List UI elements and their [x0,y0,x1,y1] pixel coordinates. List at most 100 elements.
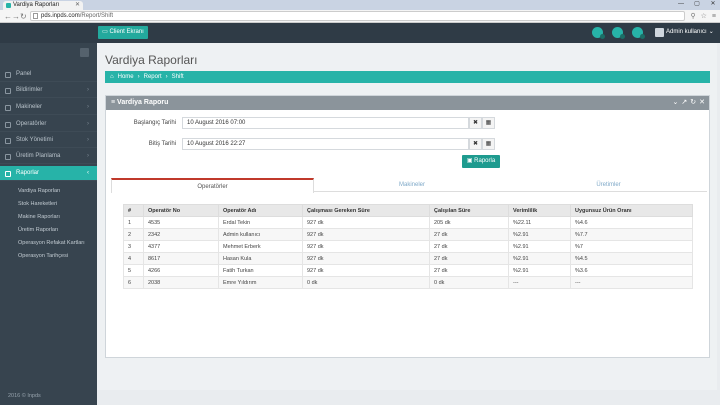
col-efficiency: Verimlilik [508,204,571,217]
cell-index: 5 [123,264,144,277]
messages-icon[interactable] [612,27,625,39]
monitor-icon: ▭ [102,29,110,35]
refresh-icon[interactable]: ↻ [690,99,697,106]
sidebar: Panel Bildirimler › Makineler › Operatörle… [0,43,97,405]
breadcrumb-report[interactable]: Report [143,74,162,80]
breadcrumb-shift: Shift [171,74,184,80]
browser-tab[interactable]: Vardiya Raporları ✕ [3,1,83,10]
address-bar: ← → ↻ pds.inpds.com/Report/Shift ⚲ ☆ ≡ [0,10,720,23]
app-topbar: ▭ Client Ekranı Admin kullanıcı ⌄ [0,23,720,43]
sidebar-item-production-planning[interactable]: Üretim Planlama › [0,149,97,164]
back-icon[interactable]: ← [4,12,12,21]
clear-icon[interactable]: ✖ [469,117,482,129]
breadcrumb-home[interactable]: Home [117,74,134,80]
sidebar-subitem-production-reports[interactable]: Üretim Raporları [18,227,59,233]
cell-worked-time: 27 dk [429,252,509,265]
cell-operator-no: 2342 [143,228,219,241]
col-operator-no: Operatör No [143,204,219,217]
table-row: 1 4535 Erdal Tekin 927 dk 205 dk %22.11 … [123,216,693,229]
table-header-row: # Operatör No Operatör Adı Çalışması Ger… [123,204,693,217]
cell-required-time: 927 dk [302,228,430,241]
start-date-input[interactable]: 10 August 2016 07:00 [182,117,469,129]
table-row: 2 2342 Admin kullanıcı 927 dk 27 dk %2.9… [123,228,693,241]
table-row: 3 4377 Mehmet Erberk 927 dk 27 dk %2.91 … [123,240,693,253]
cell-defect-rate: %3.6 [570,264,693,277]
sidebar-item-reports[interactable]: Raporlar ‹ [0,166,97,181]
cell-operator-name: Erdal Tekin [218,216,303,229]
cell-required-time: 927 dk [302,240,430,253]
col-operator-name: Operatör Adı [218,204,303,217]
minimize-icon[interactable]: — [678,1,684,7]
chevron-right-icon: › [87,104,89,110]
browser-tabbar: Vardiya Raporları ✕ — ▢ ✕ [0,0,720,10]
chart-icon [5,171,11,177]
cell-worked-time: 0 dk [429,276,509,289]
sidebar-subitem-operation-history[interactable]: Operasyon Tarihçesi [18,253,69,259]
forward-icon[interactable]: → [12,12,20,21]
tab-machines[interactable]: Makineler [398,182,425,188]
sidebar-item-operators[interactable]: Operatörler › [0,117,97,132]
main-content: Vardiya Raporları ⌂ Home › Report › Shift… [97,43,717,390]
cell-efficiency: %22.11 [508,216,571,229]
close-tab-icon[interactable]: ✕ [74,2,80,8]
client-screen-button[interactable]: ▭ Client Ekranı [98,26,148,39]
sidebar-item-notifications[interactable]: Bildirimler › [0,83,97,98]
menu-icon[interactable]: ≡ [711,13,716,20]
cell-operator-name: Admin kullanıcı [218,228,303,241]
cell-required-time: 927 dk [302,252,430,265]
calendar-icon[interactable]: ▦ [482,117,495,129]
sidebar-item-stock[interactable]: Stok Yönetimi › [0,133,97,148]
home-icon: ⌂ [110,74,114,80]
end-date-label: Bitiş Tarihi [148,141,176,147]
cell-operator-no: 4266 [143,264,219,277]
sidebar-toggle-icon[interactable] [80,48,89,57]
cell-operator-name: Fatih Turkan [218,264,303,277]
breadcrumb-separator: › [165,74,168,80]
cell-operator-name: Hasan Kula [218,252,303,265]
cell-index: 6 [123,276,144,289]
bookmark-star-icon[interactable]: ☆ [700,13,707,20]
url-input[interactable]: pds.inpds.com/Report/Shift [30,11,685,21]
sidebar-item-label: Bildirimler [16,87,43,93]
col-required-time: Çalışması Gereken Süre [302,204,430,217]
machine-icon [5,105,11,111]
tab-productions[interactable]: Üretimler [596,182,621,188]
close-icon[interactable]: ✕ [699,99,705,106]
user-menu[interactable]: Admin kullanıcı ⌄ [655,27,714,38]
report-button[interactable]: ▣ Raporla [462,155,500,168]
clear-icon[interactable]: ✖ [469,138,482,150]
cell-defect-rate: %7 [570,240,693,253]
zoom-icon[interactable]: ⚲ [690,13,696,20]
save-icon: ▣ [466,158,475,164]
operators-table: # Operatör No Operatör Adı Çalışması Ger… [123,204,693,289]
tab-operators[interactable]: Operatörler [111,178,314,193]
maximize-icon[interactable]: ▢ [694,1,700,7]
table-row: 5 4266 Fatih Turkan 927 dk 27 dk %2.91 %… [123,264,693,277]
chevron-down-icon: ⌄ [708,29,714,35]
breadcrumb: ⌂ Home › Report › Shift [105,71,710,83]
notification-icon[interactable] [592,27,605,39]
start-date-label: Başlangıç Tarihi [133,120,176,126]
sidebar-subitem-operation-cards[interactable]: Operasyon Refakat Kartları [18,240,85,246]
reload-icon[interactable]: ↻ [20,12,27,21]
cell-efficiency: %2.91 [508,240,571,253]
end-date-input[interactable]: 10 August 2016 22:27 [182,138,469,150]
calendar-icon[interactable]: ▦ [482,138,495,150]
sidebar-item-panel[interactable]: Panel [0,67,97,82]
avatar [655,28,664,37]
cell-required-time: 927 dk [302,264,430,277]
chat-icon[interactable] [632,27,645,39]
collapse-icon[interactable]: ⌄ [672,99,679,106]
sidebar-subitem-machine-reports[interactable]: Makine Raporları [18,214,60,220]
report-button-label: Raporla [474,158,496,164]
sidebar-item-label: Makineler [16,104,43,110]
sidebar-subitem-stock-movements[interactable]: Stok Hareketleri [18,201,58,207]
footer-copyright: 2016 © Inpds [8,393,41,399]
client-screen-label: Client Ekranı [109,29,144,35]
close-window-icon[interactable]: ✕ [710,1,716,7]
col-worked-time: Çalışılan Süre [429,204,509,217]
sidebar-subitem-shift-reports[interactable]: Vardiya Raporları [18,188,61,194]
list-icon: ≡ [111,99,118,106]
expand-icon[interactable]: ↗ [681,99,688,106]
sidebar-item-machines[interactable]: Makineler › [0,100,97,115]
